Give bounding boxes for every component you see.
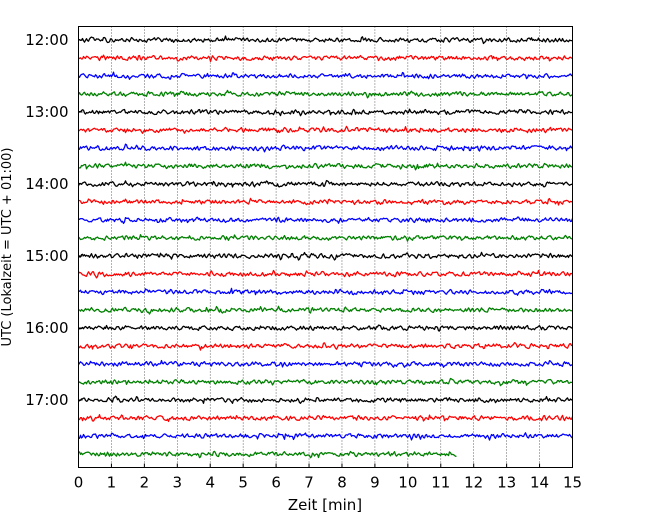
trace-1645 <box>78 377 573 387</box>
trace-1400 <box>77 179 573 188</box>
y-tick-label: 13:00 <box>25 103 68 121</box>
trace-group <box>77 35 574 459</box>
trace-1430 <box>78 216 574 225</box>
x-tick-label: 4 <box>205 474 215 492</box>
x-tick-label: 15 <box>563 474 582 492</box>
trace-1300 <box>78 108 573 117</box>
x-tick-label: 9 <box>370 474 380 492</box>
trace-1630 <box>77 359 573 368</box>
x-axis-label: Zeit [min] <box>288 496 362 514</box>
trace-1415 <box>78 197 573 206</box>
trace-1530 <box>78 287 573 296</box>
x-tick-label: 8 <box>337 474 347 492</box>
trace-1515 <box>78 269 573 279</box>
y-axis-label: UTC (Lokalzeit = UTC + 01:00) <box>0 148 15 347</box>
x-tick-label: 14 <box>530 474 549 492</box>
trace-1500 <box>77 251 573 261</box>
x-tick-label: 1 <box>107 474 117 492</box>
trace-1245 <box>77 89 573 99</box>
x-tick-label: 11 <box>431 474 450 492</box>
y-axis-ticks: 12:00 13:00 14:00 15:00 16:00 17:00 <box>25 31 83 409</box>
trace-1230 <box>78 71 573 80</box>
trace-1745 <box>78 450 457 459</box>
x-tick-label: 3 <box>173 474 183 492</box>
trace-1315 <box>78 125 573 134</box>
trace-1615 <box>78 342 573 351</box>
trace-1445 <box>78 234 573 242</box>
trace-1345 <box>78 161 573 171</box>
y-tick-label: 15:00 <box>25 247 68 265</box>
x-tick-label: 7 <box>304 474 314 492</box>
trace-1700 <box>78 395 573 404</box>
trace-1545 <box>78 305 573 315</box>
trace-1200 <box>78 35 573 45</box>
x-tick-label: 6 <box>271 474 281 492</box>
x-axis-ticks: 0 1 2 3 4 5 6 7 8 9 10 11 12 13 14 15 <box>74 463 582 492</box>
trace-1600 <box>78 324 573 332</box>
x-tick-label: 5 <box>238 474 248 492</box>
y-tick-label: 16:00 <box>25 319 68 337</box>
y-tick-label: 12:00 <box>25 31 68 49</box>
trace-1330 <box>78 143 573 153</box>
x-tick-label: 2 <box>140 474 150 492</box>
y-tick-label: 17:00 <box>25 391 68 409</box>
x-tick-label: 0 <box>74 474 84 492</box>
trace-1715 <box>78 414 574 423</box>
x-tick-label: 10 <box>398 474 417 492</box>
x-tick-label: 12 <box>464 474 483 492</box>
trace-1215 <box>78 54 573 63</box>
x-tick-label: 13 <box>497 474 516 492</box>
y-tick-label: 14:00 <box>25 175 68 193</box>
trace-1730 <box>78 432 573 441</box>
plot-frame <box>78 26 573 468</box>
